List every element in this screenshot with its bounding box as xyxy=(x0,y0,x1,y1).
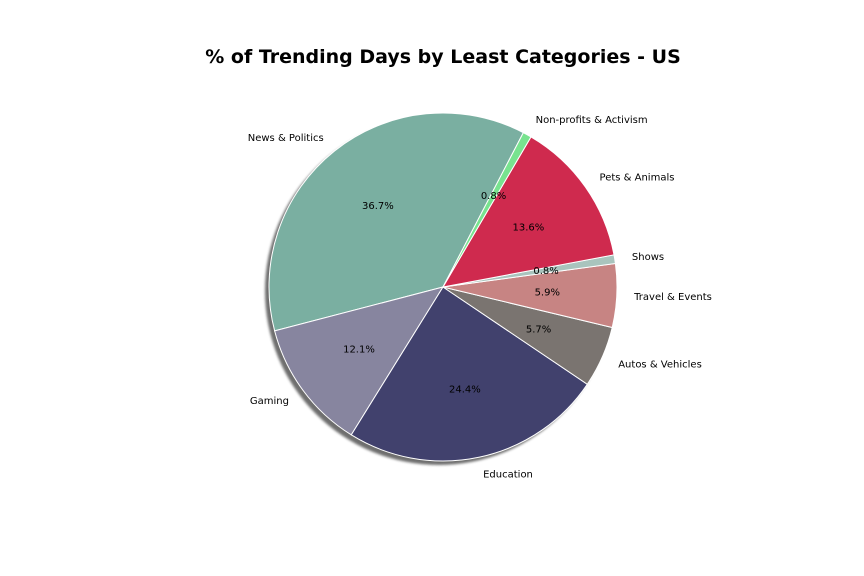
pie-category-label: Travel & Events xyxy=(633,292,712,303)
pie-percent-label: 5.7% xyxy=(526,324,551,335)
pie-percent-label: 24.4% xyxy=(449,385,481,396)
pie-percent-label: 13.6% xyxy=(512,222,544,233)
pie-percent-label: 36.7% xyxy=(362,201,394,212)
pie-category-label: Autos & Vehicles xyxy=(618,359,702,370)
pie-percent-label: 12.1% xyxy=(343,344,375,355)
pie-category-labels: News & Politics Gaming Education Autos & Ve… xyxy=(248,115,712,481)
pie-slice xyxy=(274,286,445,436)
pie-percent-label: 0.8% xyxy=(533,266,558,277)
pie-slice xyxy=(350,286,588,462)
pie-category-label: Pets & Animals xyxy=(600,172,675,183)
pie-percent-label: 0.8% xyxy=(481,191,506,202)
pie-category-label: Non-profits & Activism xyxy=(536,115,648,126)
pie-category-label: Shows xyxy=(632,252,664,263)
pie-category-label: Gaming xyxy=(250,396,289,407)
pie-category-label: Education xyxy=(483,470,533,481)
pie-percent-labels: 36.7% 12.1% 24.4% 5.7% 5.9% 0.8% 13.6% 0.8% xyxy=(343,191,560,395)
chart-title: % of Trending Days by Least Categories -… xyxy=(205,46,681,68)
pie-category-label: News & Politics xyxy=(248,133,324,144)
pie-slice xyxy=(442,131,532,288)
pie-slice xyxy=(268,112,525,332)
pie-slices xyxy=(268,112,618,462)
pie-slice xyxy=(442,136,615,288)
pie-percent-label: 5.9% xyxy=(535,288,560,299)
